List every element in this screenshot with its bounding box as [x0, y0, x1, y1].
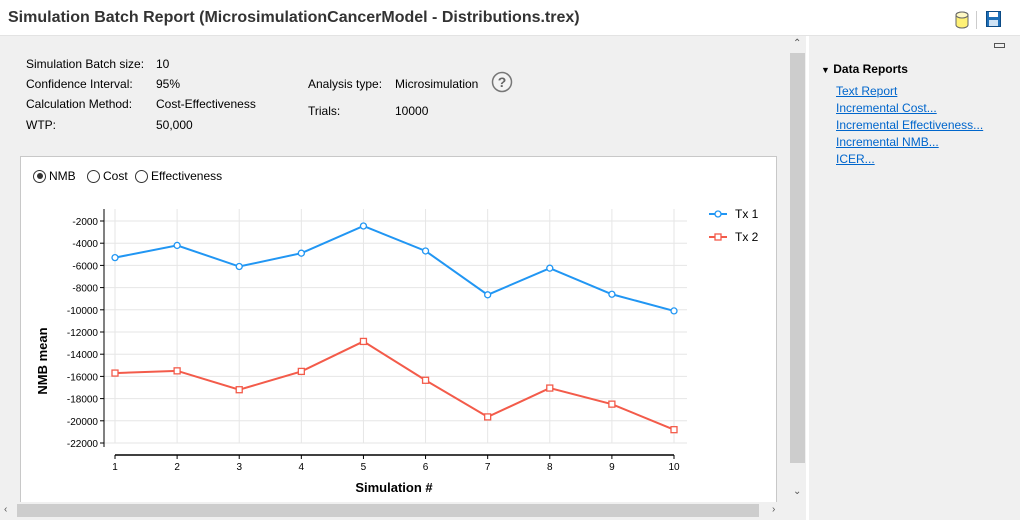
horizontal-scroll-thumb[interactable]: [17, 504, 759, 517]
toolbar-divider: [976, 11, 977, 29]
legend-marker: [714, 210, 722, 218]
data-point: [484, 413, 492, 421]
link-incremental-cost[interactable]: Incremental Cost...: [836, 101, 937, 115]
data-point: [235, 386, 243, 394]
y-tick-label: -20000: [67, 417, 99, 428]
data-point: [359, 222, 368, 230]
legend-label: Tx 2: [735, 230, 759, 244]
y-tick-label: -22000: [67, 439, 99, 450]
x-tick-label: 2: [174, 462, 180, 473]
data-point: [297, 249, 305, 257]
wtp-value: 50,000: [156, 118, 193, 132]
window-title: Simulation Batch Report (Microsimulation…: [8, 9, 580, 26]
legend-marker: [714, 233, 722, 241]
collapse-triangle-icon[interactable]: ▼: [821, 65, 830, 75]
data-point: [235, 262, 243, 271]
data-point: [421, 247, 430, 255]
scroll-right-arrow-icon[interactable]: ›: [772, 504, 776, 515]
x-tick-label: 6: [423, 462, 429, 473]
nmb-line-chart: -2000 -4000 -6000 -8000 -10000 -12000 -14000 -1…: [35, 207, 759, 495]
y-tick-label: -10000: [67, 306, 99, 317]
y-tick-label: -6000: [72, 261, 98, 272]
data-point: [173, 241, 181, 250]
link-icer[interactable]: ICER...: [836, 152, 875, 166]
svg-text:?: ?: [498, 74, 507, 90]
y-tick-label: -14000: [67, 350, 99, 361]
data-point: [173, 367, 181, 375]
trials-label: Trials:: [308, 104, 341, 118]
wtp-label: WTP:: [26, 118, 56, 132]
batch-size-value: 10: [156, 57, 170, 71]
database-icon[interactable]: [955, 11, 969, 29]
scroll-up-arrow-icon[interactable]: ⌃: [793, 38, 802, 49]
series-line-2: [114, 340, 675, 431]
save-icon[interactable]: [986, 11, 1001, 27]
scroll-left-arrow-icon[interactable]: ‹: [4, 504, 8, 515]
trials-value: 10000: [395, 104, 429, 118]
data-point: [670, 307, 678, 315]
batch-size-label: Simulation Batch size:: [26, 57, 145, 71]
data-point: [111, 253, 119, 262]
link-text-report[interactable]: Text Report: [836, 84, 898, 98]
data-point: [670, 426, 678, 434]
x-tick-label: 3: [236, 462, 242, 473]
data-reports-title: Data Reports: [833, 62, 908, 76]
analysis-type-label: Analysis type:: [308, 77, 383, 91]
radio-effectiveness[interactable]: Effectiveness: [135, 169, 222, 183]
method-value: Cost-Effectiveness: [156, 97, 256, 111]
radio-cost[interactable]: Cost: [87, 169, 128, 183]
method-label: Calculation Method:: [26, 97, 133, 111]
link-incremental-effectiveness[interactable]: Incremental Effectiveness...: [836, 118, 984, 132]
data-point: [359, 337, 368, 346]
x-tick-label: 7: [485, 462, 491, 473]
data-point: [484, 291, 492, 299]
x-tick-label: 9: [609, 462, 615, 473]
x-tick-label: 10: [668, 462, 680, 473]
data-point: [546, 384, 554, 392]
data-point: [608, 400, 616, 408]
y-tick-label: -12000: [67, 328, 99, 339]
y-axis-title: NMB mean: [35, 327, 50, 394]
title-bar: Simulation Batch Report (Microsimulation…: [0, 0, 1020, 36]
data-point: [297, 367, 305, 376]
series-line-1: [114, 224, 675, 312]
y-tick-label: -18000: [67, 395, 99, 406]
data-reports-header[interactable]: ▼ Data Reports: [821, 62, 908, 76]
radio-nmb[interactable]: NMB: [33, 169, 76, 183]
x-tick-label: 4: [299, 462, 305, 473]
vertical-scrollbar[interactable]: ⌃ ⌄: [789, 36, 806, 502]
data-point: [546, 264, 554, 272]
y-tick-label: -16000: [67, 372, 99, 383]
minimize-icon[interactable]: [994, 43, 1005, 48]
y-tick-label: -4000: [72, 239, 98, 250]
x-axis-title: Simulation #: [355, 480, 433, 495]
ci-label: Confidence Interval:: [26, 77, 133, 91]
y-tick-label: -2000: [72, 217, 98, 228]
legend-label: Tx 1: [735, 207, 759, 221]
question-circle-icon[interactable]: ?: [491, 71, 513, 93]
radio-label: Cost: [103, 169, 128, 183]
link-incremental-nmb[interactable]: Incremental NMB...: [836, 135, 939, 149]
scroll-down-arrow-icon[interactable]: ⌄: [793, 486, 802, 497]
data-reports-panel: ▼ Data Reports Text Report Incremental C…: [809, 36, 1020, 520]
vertical-scroll-thumb[interactable]: [790, 53, 805, 463]
radio-circle[interactable]: [87, 169, 100, 183]
radio-label: Effectiveness: [151, 169, 223, 183]
x-tick-label: 5: [361, 462, 367, 473]
radio-circle[interactable]: [135, 169, 148, 183]
data-point: [421, 376, 430, 384]
panel-divider: [806, 36, 809, 520]
ci-value: 95%: [156, 77, 181, 91]
data-point: [608, 290, 616, 298]
data-point: [111, 369, 119, 377]
chart-panel: NMB Cost Effectiveness -2000 -4000 -6000 -8…: [20, 156, 777, 518]
horizontal-scrollbar[interactable]: ‹ ›: [0, 502, 806, 520]
radio-circle[interactable]: [33, 169, 46, 183]
analysis-type-value: Microsimulation: [395, 77, 479, 91]
x-tick-label: 1: [112, 462, 118, 473]
radio-label: NMB: [49, 169, 76, 183]
y-tick-label: -8000: [72, 284, 98, 295]
x-tick-label: 8: [547, 462, 553, 473]
